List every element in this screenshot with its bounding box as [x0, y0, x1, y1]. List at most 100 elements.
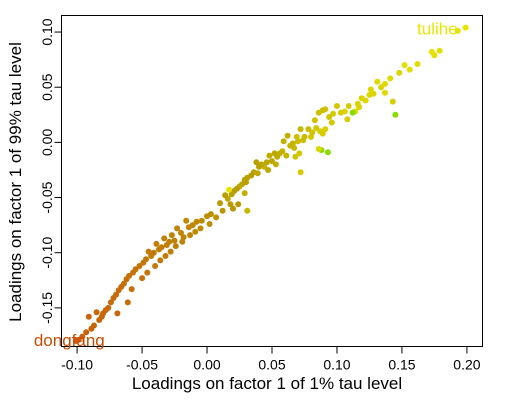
data-point [389, 98, 396, 105]
data-point [174, 225, 181, 232]
points-layer [72, 24, 469, 344]
x-tick-label: -0.10 [61, 357, 93, 373]
data-point [284, 132, 291, 139]
data-point [328, 119, 335, 126]
y-tick-label: -0.10 [39, 237, 55, 269]
data-point [156, 246, 162, 253]
data-point [163, 242, 170, 248]
data-point [193, 218, 200, 225]
data-point [366, 91, 373, 98]
x-tick-label: 0.20 [453, 357, 480, 373]
data-point [254, 170, 261, 177]
data-point [178, 229, 184, 236]
data-point [428, 48, 435, 55]
data-point [123, 276, 130, 283]
data-point [454, 27, 461, 34]
y-axis: -0.15 -0.10 -0.05 0.00 0.05 0.10 [39, 18, 62, 324]
data-point [222, 192, 229, 199]
data-point [228, 191, 235, 198]
data-point [162, 253, 169, 259]
data-point [115, 287, 122, 294]
data-point [244, 207, 251, 214]
data-point [107, 299, 114, 306]
data-point [263, 159, 270, 166]
data-point [110, 295, 117, 301]
data-point [198, 217, 205, 224]
data-point [308, 133, 314, 140]
data-point [382, 89, 388, 96]
data-point [382, 80, 388, 87]
data-point [349, 109, 356, 116]
data-point [396, 69, 403, 76]
data-point [392, 111, 399, 118]
data-point [241, 190, 248, 197]
x-tick-label: -0.05 [126, 357, 158, 373]
data-point [293, 133, 300, 140]
data-point [167, 248, 174, 255]
data-point [168, 232, 175, 239]
data-point [414, 61, 421, 67]
data-point [204, 213, 210, 220]
x-tick-label: 0.00 [193, 357, 220, 373]
data-point [153, 240, 160, 247]
data-point [243, 179, 249, 186]
data-point [315, 146, 322, 152]
data-point [219, 207, 226, 214]
data-point [326, 114, 333, 120]
data-point [161, 235, 168, 242]
x-tick-label: 0.10 [323, 357, 350, 373]
data-point [145, 248, 152, 255]
data-point [344, 116, 351, 123]
data-point [296, 150, 303, 157]
data-point [96, 317, 103, 323]
data-point [93, 309, 100, 316]
data-point [283, 152, 290, 159]
data-point [183, 217, 190, 224]
data-point [230, 205, 236, 212]
y-tick-label: 0.05 [39, 73, 55, 100]
data-point [128, 286, 135, 293]
x-axis-title: Loadings on factor 1 of 1% tau level [132, 374, 402, 393]
annotation-tulihe: tulihe [417, 20, 458, 39]
data-point [226, 186, 233, 193]
data-point [305, 126, 312, 133]
x-tick-label: 0.05 [258, 357, 285, 373]
data-point [148, 253, 155, 259]
data-point [272, 161, 279, 168]
data-point [157, 257, 164, 264]
y-axis-title: Loadings on factor 1 of 99% tau level [6, 42, 25, 322]
data-point [334, 103, 340, 109]
data-point [358, 95, 365, 102]
data-point [315, 109, 322, 116]
y-tick-label: 0.00 [39, 129, 55, 156]
data-point [297, 169, 304, 176]
y-tick-label: -0.05 [39, 181, 55, 213]
data-point [462, 24, 469, 31]
annotation-dongfang: dongfang [34, 331, 105, 350]
annotations-layer: tulihe dongfang [34, 20, 458, 350]
data-point [374, 78, 381, 85]
data-point [271, 150, 278, 157]
y-tick-label: -0.15 [39, 292, 55, 324]
data-point [367, 86, 374, 93]
data-point [197, 225, 204, 232]
data-point [345, 103, 352, 109]
data-point [227, 201, 234, 208]
data-point [406, 66, 413, 73]
data-point [266, 152, 273, 159]
data-point [172, 243, 179, 250]
data-point [213, 214, 220, 221]
data-point [152, 263, 159, 269]
data-point [192, 228, 199, 235]
data-point [235, 201, 242, 208]
data-point [319, 130, 326, 137]
data-point [124, 299, 131, 306]
data-point [187, 232, 194, 239]
data-point [311, 117, 318, 124]
data-point [85, 313, 92, 320]
data-point [83, 329, 90, 336]
data-point [256, 163, 262, 170]
data-point [206, 221, 213, 227]
data-point [179, 238, 186, 245]
